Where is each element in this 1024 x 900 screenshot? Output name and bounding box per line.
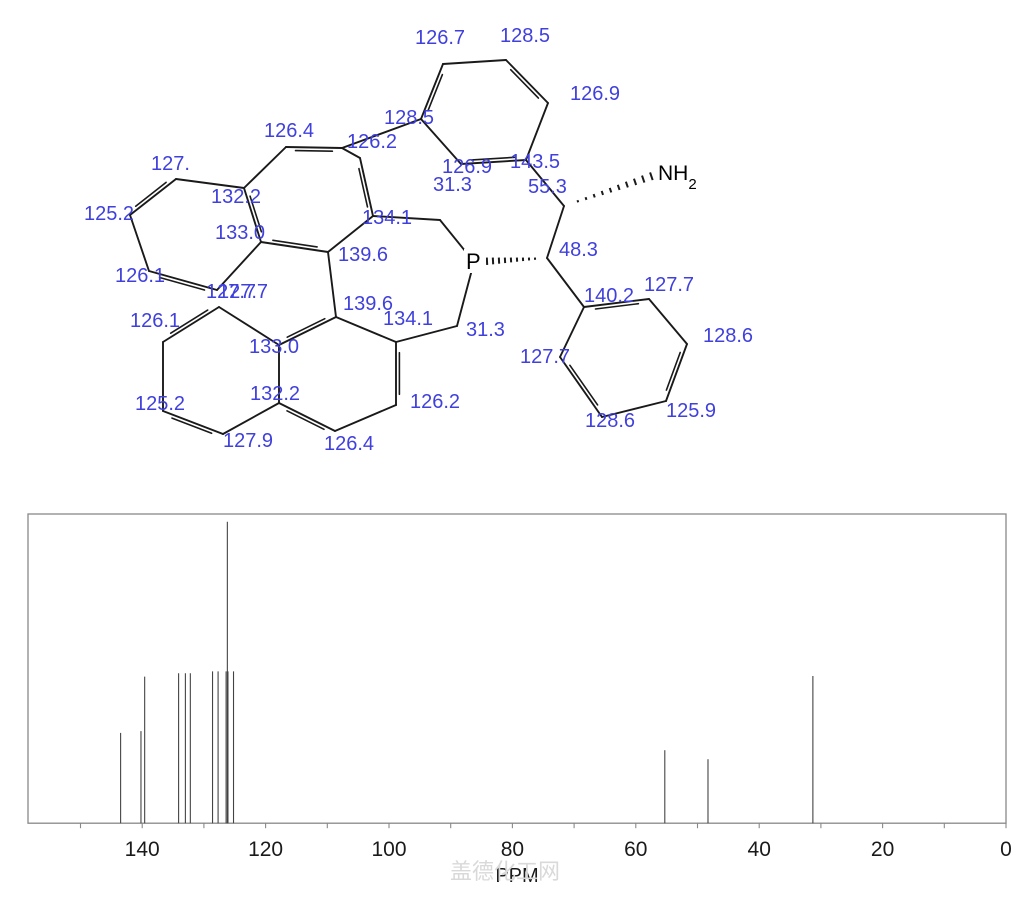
svg-text:100: 100 [371, 838, 406, 861]
svg-text:80: 80 [501, 838, 524, 861]
svg-text:P: P [466, 249, 481, 274]
svg-text:128.5: 128.5 [500, 25, 550, 47]
svg-text:127.7: 127.7 [218, 281, 268, 303]
svg-text:140.2: 140.2 [584, 285, 634, 307]
svg-text:143.5: 143.5 [510, 151, 560, 173]
svg-text:126.9: 126.9 [570, 83, 620, 105]
svg-text:126.4: 126.4 [264, 120, 314, 142]
svg-text:55.3: 55.3 [528, 176, 567, 198]
svg-text:127.: 127. [151, 153, 190, 175]
svg-text:125.2: 125.2 [84, 203, 134, 225]
svg-text:126.1: 126.1 [130, 310, 180, 332]
svg-text:31.3: 31.3 [466, 319, 505, 341]
svg-text:31.3: 31.3 [433, 174, 472, 196]
svg-text:134.1: 134.1 [362, 207, 412, 229]
svg-text:127.7: 127.7 [520, 346, 570, 368]
svg-text:125.2: 125.2 [135, 393, 185, 415]
svg-text:0: 0 [1000, 838, 1012, 861]
svg-text:60: 60 [624, 838, 647, 861]
svg-text:128.5: 128.5 [384, 107, 434, 129]
svg-text:48.3: 48.3 [559, 239, 598, 261]
svg-text:盖德化工网: 盖德化工网 [450, 859, 560, 884]
svg-text:20: 20 [871, 838, 894, 861]
svg-text:126.1: 126.1 [115, 265, 165, 287]
svg-text:126.7: 126.7 [415, 27, 465, 49]
svg-text:125.9: 125.9 [666, 400, 716, 422]
svg-text:120: 120 [248, 838, 283, 861]
svg-text:126.4: 126.4 [324, 433, 374, 455]
svg-text:128.6: 128.6 [585, 410, 635, 432]
svg-text:134.1: 134.1 [383, 308, 433, 330]
svg-text:40: 40 [748, 838, 771, 861]
svg-text:127.9: 127.9 [223, 430, 273, 452]
svg-text:132.2: 132.2 [250, 383, 300, 405]
svg-text:127.7: 127.7 [644, 274, 694, 296]
svg-text:139.6: 139.6 [338, 244, 388, 266]
svg-text:140: 140 [125, 838, 160, 861]
svg-text:126.2: 126.2 [347, 131, 397, 153]
svg-text:132.2: 132.2 [211, 186, 261, 208]
svg-text:126.2: 126.2 [410, 391, 460, 413]
svg-text:133.0: 133.0 [215, 222, 265, 244]
svg-text:133.0: 133.0 [249, 336, 299, 358]
svg-text:128.6: 128.6 [703, 325, 753, 347]
